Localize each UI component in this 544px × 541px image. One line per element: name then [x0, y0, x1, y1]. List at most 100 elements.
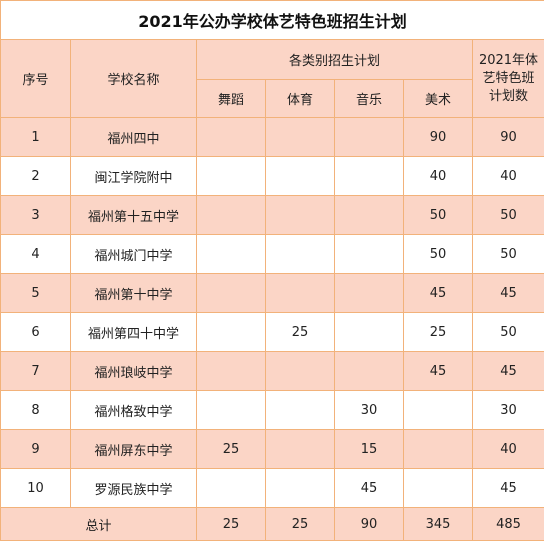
cell-sports — [265, 429, 335, 469]
header-total-plan: 2021年体 艺特色班 计划数 — [471, 39, 544, 118]
cell-music — [334, 234, 404, 274]
cell-seq: 8 — [0, 390, 71, 430]
cell-total: 45 — [471, 351, 544, 391]
header-total-plan-line3: 计划数 — [489, 88, 529, 104]
cell-art: 50 — [403, 234, 473, 274]
cell-music — [334, 156, 404, 196]
cell-sports — [265, 468, 335, 508]
cell-total: 40 — [471, 429, 544, 469]
cell-total: 50 — [471, 195, 544, 235]
cell-school: 福州四中 — [70, 117, 197, 157]
table-row: 1 福州四中 90 90 — [0, 117, 544, 157]
table-row: 6 福州第四十中学 25 25 50 — [0, 312, 544, 352]
cell-art: 90 — [403, 117, 473, 157]
cell-art: 45 — [403, 273, 473, 313]
cell-total: 40 — [471, 156, 544, 196]
table-row: 3 福州第十五中学 50 50 — [0, 195, 544, 235]
cell-dance — [196, 273, 266, 313]
totals-dance: 25 — [196, 507, 266, 541]
cell-dance — [196, 390, 266, 430]
cell-dance — [196, 351, 266, 391]
cell-art — [403, 390, 473, 430]
header-sports: 体育 — [265, 79, 335, 118]
header-total-plan-line1: 2021年体 — [478, 52, 539, 68]
cell-total: 30 — [471, 390, 544, 430]
cell-sports — [265, 156, 335, 196]
cell-sports: 25 — [265, 312, 335, 352]
cell-sports — [265, 117, 335, 157]
cell-art — [403, 468, 473, 508]
table-row: 9 福州屏东中学 25 15 40 — [0, 429, 544, 469]
cell-school: 闽江学院附中 — [70, 156, 197, 196]
table-row: 10 罗源民族中学 45 45 — [0, 468, 544, 508]
table-row: 2 闽江学院附中 40 40 — [0, 156, 544, 196]
cell-total: 50 — [471, 312, 544, 352]
totals-total: 485 — [471, 507, 544, 541]
cell-music — [334, 195, 404, 235]
cell-dance — [196, 156, 266, 196]
cell-school: 福州屏东中学 — [70, 429, 197, 469]
cell-total: 90 — [471, 117, 544, 157]
totals-music: 90 — [334, 507, 404, 541]
cell-school: 福州城门中学 — [70, 234, 197, 274]
cell-school: 福州格致中学 — [70, 390, 197, 430]
header-total-plan-line2: 艺特色班 — [482, 70, 535, 86]
cell-school: 福州第四十中学 — [70, 312, 197, 352]
cell-dance — [196, 312, 266, 352]
cell-school: 罗源民族中学 — [70, 468, 197, 508]
cell-music — [334, 273, 404, 313]
table-row: 8 福州格致中学 30 30 — [0, 390, 544, 430]
cell-sports — [265, 234, 335, 274]
header-school: 学校名称 — [70, 39, 197, 118]
header-plan-group: 各类别招生计划 — [196, 39, 473, 80]
cell-seq: 1 — [0, 117, 71, 157]
cell-dance: 25 — [196, 429, 266, 469]
totals-sports: 25 — [265, 507, 335, 541]
cell-seq: 2 — [0, 156, 71, 196]
cell-art — [403, 429, 473, 469]
header-dance: 舞蹈 — [196, 79, 266, 118]
cell-music — [334, 351, 404, 391]
cell-art: 25 — [403, 312, 473, 352]
table-title: 2021年公办学校体艺特色班招生计划 — [0, 0, 544, 40]
table-row: 7 福州琅岐中学 45 45 — [0, 351, 544, 391]
cell-dance — [196, 117, 266, 157]
cell-seq: 4 — [0, 234, 71, 274]
cell-seq: 6 — [0, 312, 71, 352]
cell-total: 50 — [471, 234, 544, 274]
cell-sports — [265, 351, 335, 391]
header-seq: 序号 — [0, 39, 71, 118]
cell-art: 45 — [403, 351, 473, 391]
totals-label: 总计 — [0, 507, 197, 541]
cell-seq: 10 — [0, 468, 71, 508]
totals-row: 总计 25 25 90 345 485 — [0, 507, 544, 541]
cell-sports — [265, 273, 335, 313]
cell-art: 40 — [403, 156, 473, 196]
cell-dance — [196, 234, 266, 274]
header-music: 音乐 — [334, 79, 404, 118]
header-art: 美术 — [403, 79, 473, 118]
table-row: 4 福州城门中学 50 50 — [0, 234, 544, 274]
cell-total: 45 — [471, 273, 544, 313]
table-row: 5 福州第十中学 45 45 — [0, 273, 544, 313]
cell-music: 30 — [334, 390, 404, 430]
cell-total: 45 — [471, 468, 544, 508]
cell-school: 福州第十中学 — [70, 273, 197, 313]
cell-dance — [196, 195, 266, 235]
cell-music — [334, 117, 404, 157]
cell-seq: 7 — [0, 351, 71, 391]
cell-music: 45 — [334, 468, 404, 508]
cell-art: 50 — [403, 195, 473, 235]
cell-seq: 5 — [0, 273, 71, 313]
cell-sports — [265, 390, 335, 430]
cell-sports — [265, 195, 335, 235]
totals-art: 345 — [403, 507, 473, 541]
cell-music: 15 — [334, 429, 404, 469]
cell-seq: 9 — [0, 429, 71, 469]
cell-dance — [196, 468, 266, 508]
cell-school: 福州琅岐中学 — [70, 351, 197, 391]
cell-seq: 3 — [0, 195, 71, 235]
cell-music — [334, 312, 404, 352]
